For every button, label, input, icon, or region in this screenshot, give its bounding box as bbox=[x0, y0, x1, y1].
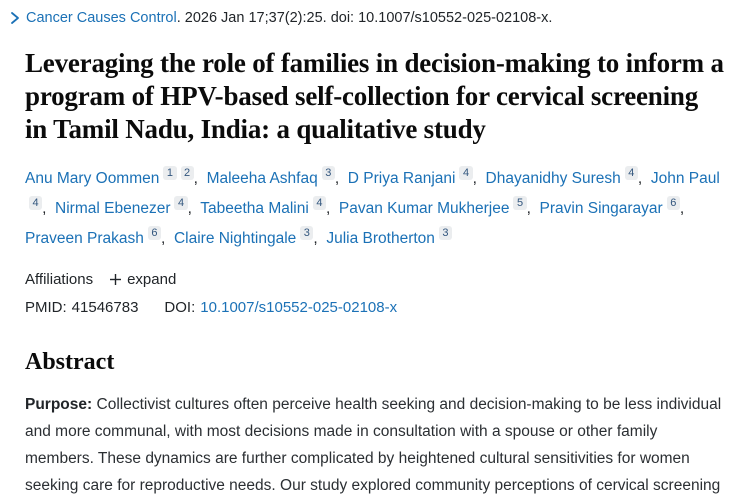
affiliation-superscript[interactable]: 4 bbox=[174, 196, 188, 210]
author-link[interactable]: D Priya Ranjani bbox=[347, 170, 456, 187]
author-item: Dhayanidhy Suresh 4, bbox=[485, 166, 651, 187]
author-item: Claire Nightingale 3, bbox=[173, 226, 327, 247]
affiliation-superscript[interactable]: 4 bbox=[312, 196, 326, 210]
doi-link[interactable]: 10.1007/s10552-025-02108-x bbox=[200, 299, 398, 316]
ids-row: PMID: 41546783 DOI: 10.1007/s10552-025-0… bbox=[25, 299, 725, 316]
authors-list: Anu Mary Oommen 1 2, Maleeha Ashfaq 3, D Pr… bbox=[25, 164, 725, 254]
author-separator: , bbox=[334, 170, 348, 187]
plus-icon bbox=[109, 273, 122, 286]
author-link[interactable]: Anu Mary Oommen bbox=[25, 170, 160, 187]
abstract-paragraph: Purpose: Collectivist cultures often per… bbox=[25, 391, 725, 499]
author-link[interactable]: Tabeetha Malini bbox=[200, 200, 309, 217]
author-separator: , bbox=[472, 170, 486, 187]
abstract-heading: Abstract bbox=[25, 349, 115, 375]
author-item: Maleeha Ashfaq 3, bbox=[206, 166, 348, 187]
author-item: D Priya Ranjani 4, bbox=[347, 166, 486, 187]
expand-label: expand bbox=[127, 271, 177, 288]
author-separator: , bbox=[42, 200, 56, 217]
purpose-text: Collectivist cultures often perceive hea… bbox=[25, 396, 722, 494]
affiliation-superscript[interactable]: 4 bbox=[459, 166, 473, 180]
affiliation-superscript[interactable]: 6 bbox=[666, 196, 680, 210]
author-item: Praveen Prakash 6, bbox=[25, 226, 174, 247]
affiliations-label: Affiliations bbox=[25, 271, 94, 288]
page-title: Leveraging the role of families in decis… bbox=[25, 48, 724, 144]
affiliation-superscript[interactable]: 1 bbox=[163, 166, 177, 180]
author-item: Anu Mary Oommen 1 2, bbox=[25, 166, 207, 187]
author-item: Pravin Singarayar 6, bbox=[539, 196, 689, 217]
affiliation-superscript[interactable]: 3 bbox=[438, 226, 453, 240]
author-item: Pavan Kumar Mukherjee 5, bbox=[338, 196, 540, 217]
affiliation-superscript[interactable]: 2 bbox=[180, 166, 194, 180]
author-separator: , bbox=[679, 200, 689, 217]
affiliation-superscript[interactable]: 4 bbox=[29, 196, 43, 210]
citation-row: Cancer Causes Control. 2026 Jan 17;37(2)… bbox=[8, 8, 725, 28]
author-link[interactable]: Maleeha Ashfaq bbox=[206, 170, 318, 187]
author-link[interactable]: John Paul bbox=[650, 170, 720, 187]
author-separator: , bbox=[187, 200, 201, 217]
author-item: Nirmal Ebenezer 4, bbox=[55, 196, 201, 217]
author-separator: , bbox=[161, 230, 174, 247]
author-link[interactable]: Pavan Kumar Mukherjee bbox=[338, 200, 510, 217]
chevron-right-icon[interactable] bbox=[8, 10, 21, 26]
author-separator: , bbox=[325, 200, 339, 217]
author-item: Julia Brotherton 3 bbox=[326, 226, 453, 247]
affiliation-superscript[interactable]: 6 bbox=[147, 226, 162, 240]
pmid-label: PMID: bbox=[25, 299, 67, 316]
author-item: Tabeetha Malini 4, bbox=[200, 196, 339, 217]
affiliations-row: Affiliations expand bbox=[25, 271, 725, 288]
author-link[interactable]: Pravin Singarayar bbox=[539, 200, 663, 217]
purpose-label: Purpose: bbox=[25, 396, 93, 413]
author-link[interactable]: Praveen Prakash bbox=[25, 230, 144, 247]
citation-text: . 2026 Jan 17;37(2):25. doi: 10.1007/s10… bbox=[176, 10, 553, 26]
author-separator: , bbox=[193, 170, 207, 187]
pmid-value: 41546783 bbox=[71, 299, 139, 316]
affiliation-superscript[interactable]: 5 bbox=[513, 196, 527, 210]
affiliation-superscript[interactable]: 4 bbox=[624, 166, 638, 180]
doi-label: DOI: bbox=[164, 299, 196, 316]
author-link[interactable]: Julia Brotherton bbox=[326, 230, 435, 247]
author-link[interactable]: Dhayanidhy Suresh bbox=[485, 170, 621, 187]
journal-link[interactable]: Cancer Causes Control bbox=[26, 10, 177, 26]
author-item: John Paul 4, bbox=[25, 170, 720, 217]
affiliation-superscript[interactable]: 3 bbox=[300, 226, 314, 240]
affiliation-superscript[interactable]: 3 bbox=[321, 166, 335, 180]
author-separator: , bbox=[526, 200, 540, 217]
author-separator: , bbox=[637, 170, 651, 187]
author-separator: , bbox=[313, 230, 327, 247]
expand-affiliations-button[interactable]: expand bbox=[109, 271, 176, 288]
author-link[interactable]: Nirmal Ebenezer bbox=[55, 200, 171, 217]
author-link[interactable]: Claire Nightingale bbox=[173, 230, 297, 247]
